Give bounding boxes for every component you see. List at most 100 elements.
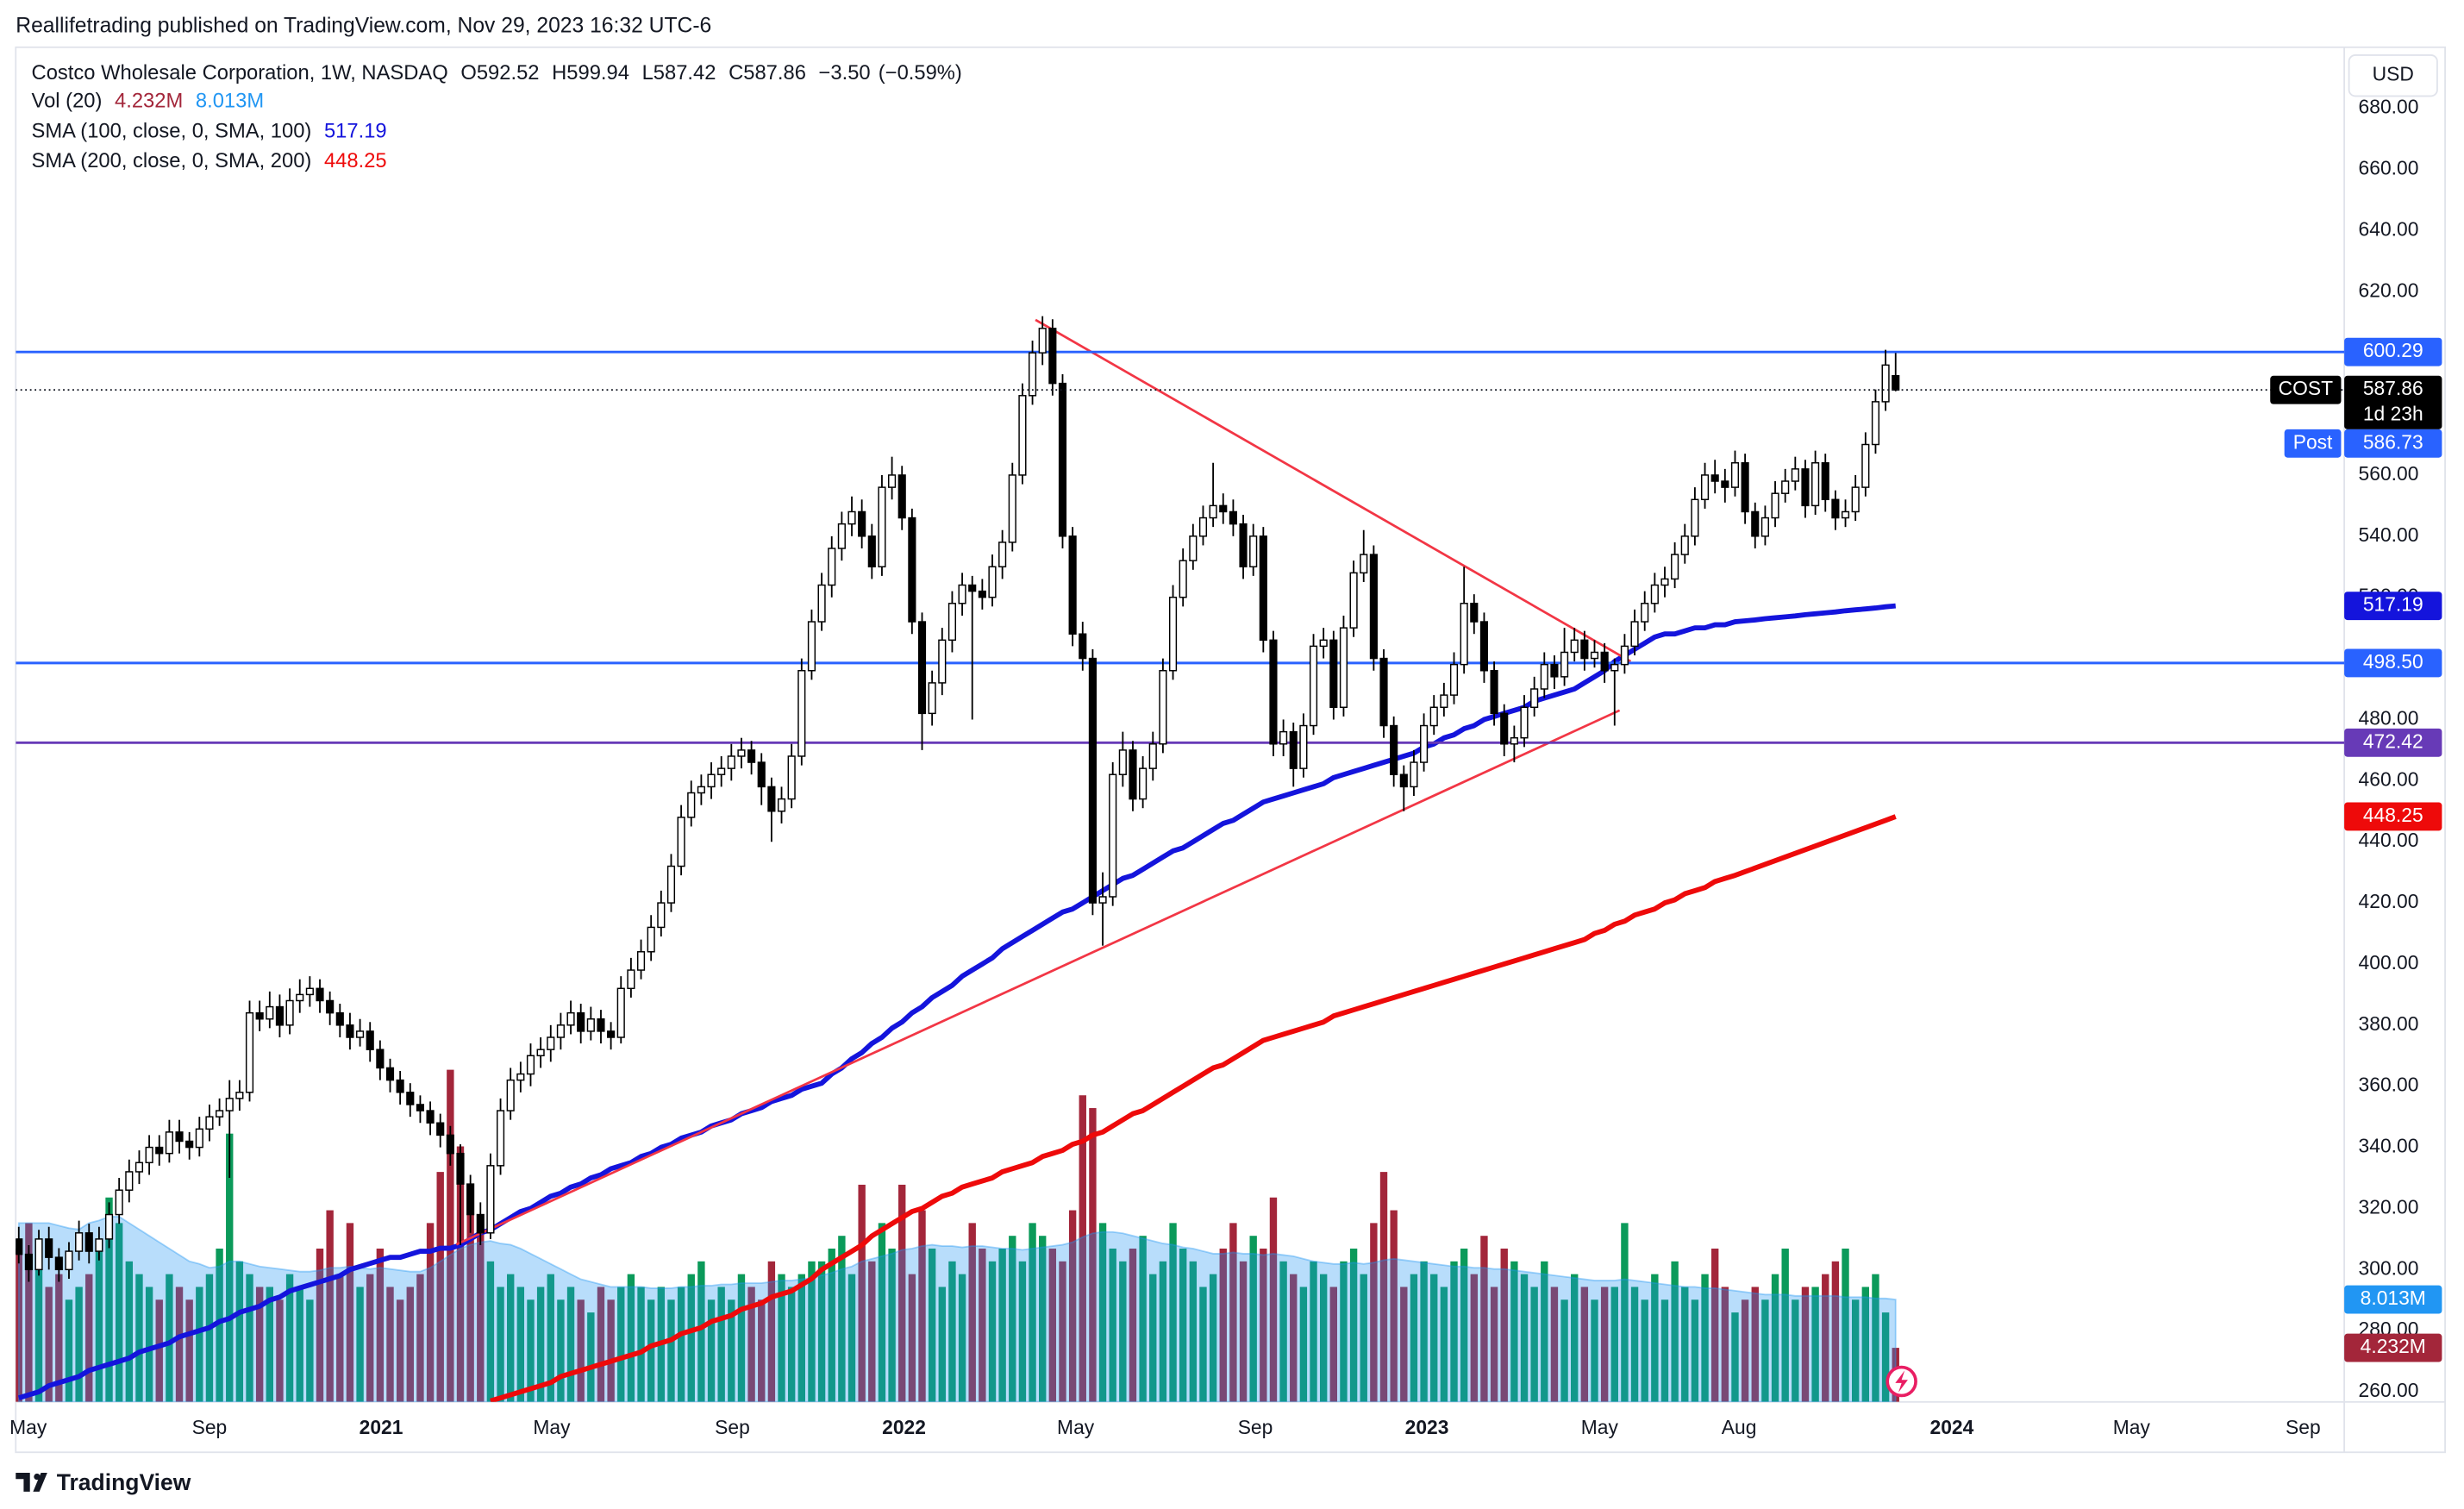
candle-body xyxy=(165,1131,173,1155)
candle-body xyxy=(828,548,836,586)
volume-tag-bg xyxy=(2344,1333,2442,1362)
candle-body xyxy=(1319,639,1328,648)
candle-body xyxy=(938,639,947,684)
volume-bar xyxy=(1319,1274,1328,1402)
volume-bar xyxy=(1771,1274,1779,1402)
candle-body xyxy=(1299,724,1308,769)
volume-bar xyxy=(145,1287,153,1402)
volume-bar xyxy=(1681,1287,1689,1402)
volume-bar xyxy=(1480,1236,1488,1402)
volume-bar xyxy=(1450,1261,1458,1402)
volume-bar xyxy=(1299,1287,1308,1402)
candle-body xyxy=(446,1134,454,1155)
candle-body xyxy=(908,517,916,623)
volume-bar xyxy=(65,1299,73,1402)
candle-body xyxy=(155,1146,164,1155)
volume-bar xyxy=(1721,1287,1729,1402)
volume-bar xyxy=(948,1261,956,1402)
candle-body xyxy=(547,1036,555,1050)
candle-body xyxy=(797,670,806,757)
currency-button[interactable] xyxy=(2348,54,2438,97)
legend: Costco Wholesale Corporation, 1W, NASDAQ… xyxy=(32,61,962,172)
volume-bar xyxy=(838,1236,846,1402)
volume-bar xyxy=(1822,1274,1829,1402)
open-label: O xyxy=(460,61,476,85)
volume-bar xyxy=(45,1287,53,1402)
volume-bar xyxy=(296,1287,303,1402)
volume-bar xyxy=(988,1261,997,1402)
volume-bar xyxy=(1029,1223,1036,1402)
candle-body xyxy=(1881,364,1890,403)
sma200-legend: SMA (200, close, 0, SMA, 200) 448.25 xyxy=(32,149,387,172)
candle-body xyxy=(988,566,997,598)
candle-body xyxy=(1540,663,1548,690)
candle-body xyxy=(757,761,766,788)
candle-body xyxy=(1098,896,1107,904)
x-tick-label: Sep xyxy=(715,1416,750,1438)
volume-bar xyxy=(1089,1108,1097,1402)
candle-body xyxy=(406,1092,415,1105)
volume-bar xyxy=(1400,1287,1408,1402)
candle-body xyxy=(1259,535,1267,642)
volume-bar xyxy=(728,1299,735,1402)
volume-bar xyxy=(928,1249,936,1402)
brand: TradingView xyxy=(16,1469,191,1495)
volume-bar xyxy=(1600,1287,1609,1402)
volume-bar xyxy=(697,1261,705,1402)
level-tag: 600.29 xyxy=(2363,339,2423,361)
candle-body xyxy=(1490,670,1498,715)
candle-body xyxy=(1209,504,1217,519)
candle-body xyxy=(978,590,986,598)
x-tick-label: Sep xyxy=(1238,1416,1273,1438)
alert-bolt[interactable] xyxy=(1895,1370,1908,1393)
candle-body xyxy=(1660,578,1669,586)
axes: 260.00280.00300.00320.00340.00360.00380.… xyxy=(9,96,2442,1438)
sma-tag-bg xyxy=(2344,802,2442,831)
volume-bar xyxy=(185,1299,193,1402)
volume-bar xyxy=(1340,1261,1348,1402)
candle-body xyxy=(1520,706,1529,739)
candle-body xyxy=(1420,724,1429,763)
volume-bar xyxy=(667,1299,675,1402)
volume-bar xyxy=(577,1299,585,1402)
volume-bar xyxy=(1851,1299,1860,1402)
candle-body xyxy=(1058,382,1067,537)
volume-bar xyxy=(1801,1287,1810,1402)
high-label: H xyxy=(552,61,566,85)
volume-bar xyxy=(1119,1261,1127,1402)
candle-body xyxy=(1379,657,1388,727)
y-tick-label: 620.00 xyxy=(2359,279,2419,301)
candle-body xyxy=(456,1152,465,1185)
candle-body xyxy=(1470,603,1479,623)
candle-body xyxy=(1038,328,1047,354)
candle-body xyxy=(1781,480,1790,494)
volume-bar xyxy=(938,1287,946,1402)
candle-body xyxy=(1691,498,1699,537)
volume-bar xyxy=(226,1133,234,1402)
y-tick-label: 400.00 xyxy=(2359,951,2419,974)
candle-body xyxy=(366,1030,374,1050)
volume-bar xyxy=(1842,1249,1849,1402)
y-tick-label: 300.00 xyxy=(2359,1256,2419,1279)
candle-body xyxy=(1721,480,1729,488)
candle-body xyxy=(496,1110,505,1167)
volume-bar xyxy=(1831,1261,1840,1402)
volume-bar xyxy=(1520,1274,1529,1402)
volume-bar xyxy=(285,1274,294,1402)
volume-bar xyxy=(758,1299,766,1402)
currency[interactable]: USD xyxy=(2373,63,2414,85)
volume-bar xyxy=(1109,1249,1116,1402)
volume-bar xyxy=(1610,1287,1618,1402)
alert-icon[interactable] xyxy=(1886,1365,1917,1398)
volume-bar xyxy=(677,1287,685,1402)
candle-body xyxy=(577,1011,585,1032)
candle-body xyxy=(115,1189,123,1216)
volume-bar xyxy=(456,1146,465,1402)
candle-body xyxy=(1289,730,1298,769)
volume-bar xyxy=(1530,1287,1538,1402)
volume-bar xyxy=(547,1274,554,1402)
candle-body xyxy=(707,773,716,788)
volume-bar xyxy=(1560,1299,1568,1402)
candle-body xyxy=(1861,443,1870,488)
volume-bar xyxy=(1621,1223,1629,1402)
